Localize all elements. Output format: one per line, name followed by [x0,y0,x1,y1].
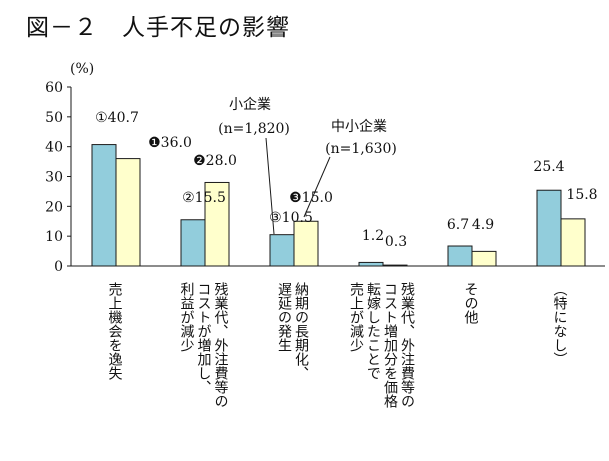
category-label-line: コストが増加し、 [196,282,212,394]
bar-smb-0 [115,158,141,267]
y-tick-label: 0 [54,259,63,275]
bar-smb-1 [204,181,230,267]
data-label-smb-1: ❷28.0 [193,153,237,169]
category-label-line: 転嫁したことで [365,282,381,380]
chart-title: 図－２ 人手不足の影響 [26,15,290,41]
series-n-smb: (n=1,630) [325,141,397,157]
bar-small-1 [180,219,206,267]
bar-smb-3 [382,264,408,267]
y-tick-label: 50 [45,110,63,126]
category-label-0: 売上機会を逸失 [107,282,123,380]
y-tick-label: 60 [45,80,63,96]
y-axis-unit: (%) [70,61,94,77]
data-label-small-3: 1.2 [362,228,384,244]
data-label-smb-5: 15.8 [566,187,597,203]
y-tick-label: 20 [45,199,63,215]
category-label-line: その他 [463,282,479,325]
category-label-line: 売上機会を逸失 [107,282,123,380]
data-label-small-2: ③10.5 [269,210,313,226]
data-label-small-1: ②15.5 [182,190,226,206]
category-label-line: （特になし） [552,282,568,366]
series-label-small: 小企業 [229,96,271,113]
data-label-small-5: 25.4 [533,159,564,175]
data-label-smb-4: 4.9 [472,217,494,233]
leader-line-smb [303,156,331,218]
category-label-line: 納期の長期化、 [293,282,309,380]
bar-small-4 [447,245,473,267]
category-label-line: 利益が減少 [179,282,195,352]
bar-smb-2 [293,220,319,267]
y-tick-label: 10 [45,229,63,245]
category-label-line: 遅延の発生 [276,282,292,352]
data-label-smb-0: ❶36.0 [148,135,192,151]
bar-small-5 [536,189,562,267]
leader-line-small [265,137,275,235]
data-label-smb-3: 0.3 [385,234,407,250]
category-label-2: 納期の長期化、遅延の発生 [276,282,309,380]
category-label-line: 売上が減少 [348,282,364,352]
bar-smb-5 [560,218,586,267]
data-label-smb-2: ❸15.0 [289,190,333,206]
data-label-small-0: ①40.7 [95,110,139,126]
bar-small-3 [358,261,384,267]
bar-smb-4 [471,250,497,267]
category-label-line: 残業代、外注費等の [399,282,415,408]
y-tick-label: 40 [45,140,63,156]
category-label-5: （特になし） [552,282,568,366]
category-label-line: 残業代、外注費等の [213,282,229,408]
bar-small-2 [269,234,295,267]
y-tick-label: 30 [45,170,63,186]
series-n-small: (n=1,820) [218,121,290,137]
category-label-4: その他 [463,282,479,325]
series-label-smb: 中小企業 [331,118,387,135]
bar-small-0 [91,144,117,267]
category-label-line: コスト増加分を価格 [382,282,398,408]
data-label-small-4: 6.7 [447,217,469,233]
